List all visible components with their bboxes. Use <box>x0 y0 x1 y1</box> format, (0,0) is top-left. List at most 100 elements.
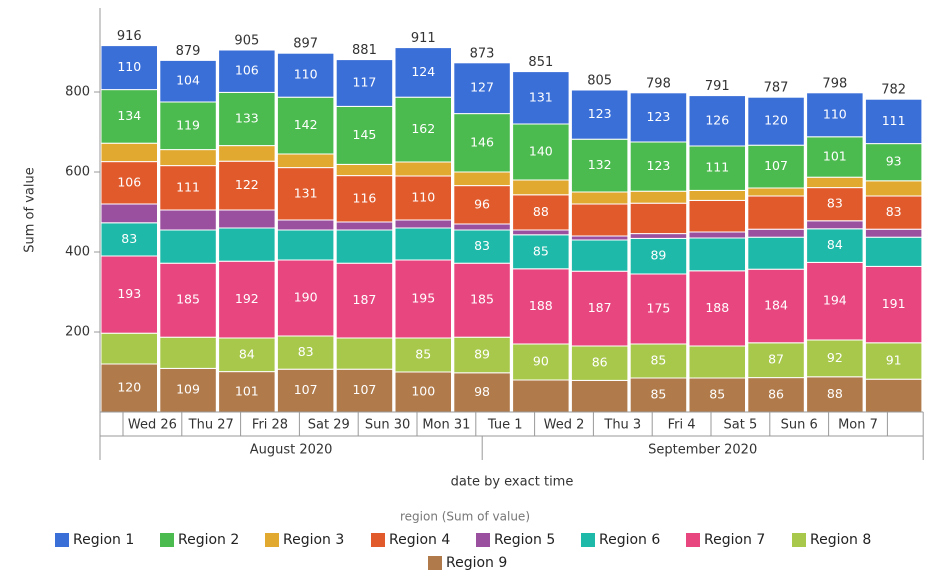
bar-segment <box>570 191 629 205</box>
total-label: 911 <box>411 31 436 46</box>
data-label: 93 <box>886 154 902 169</box>
total-label: 787 <box>764 81 789 96</box>
legend-label: Region 7 <box>704 532 765 548</box>
bar-segment <box>276 368 335 413</box>
bar-segment <box>688 345 746 379</box>
bar-segment <box>335 337 394 370</box>
data-label: 91 <box>886 353 902 368</box>
bar-segment <box>747 96 805 146</box>
legend-swatch <box>428 556 442 570</box>
data-label: 185 <box>470 292 494 307</box>
data-label: 98 <box>474 384 490 399</box>
bar-segment <box>335 221 394 231</box>
data-label: 85 <box>533 243 549 258</box>
bar-segment <box>218 91 276 147</box>
x-tick-label: Wed 26 <box>128 418 177 433</box>
data-label: 193 <box>117 286 141 301</box>
data-label: 117 <box>353 75 377 90</box>
data-label: 111 <box>176 179 200 194</box>
bar-segment <box>688 199 746 233</box>
total-label: 916 <box>117 29 142 44</box>
data-label: 110 <box>411 190 435 205</box>
legend-swatch <box>371 533 385 547</box>
data-label: 101 <box>823 149 847 164</box>
bar-segment <box>864 180 923 197</box>
data-label: 83 <box>827 196 843 211</box>
bar-segment <box>276 335 335 370</box>
bar-segment <box>747 228 805 238</box>
bar-segment <box>806 339 864 378</box>
data-label: 90 <box>533 354 549 369</box>
bar-segment <box>453 62 511 115</box>
bar-segment <box>806 92 864 138</box>
bar-segment <box>453 262 511 338</box>
total-label: 897 <box>293 37 318 52</box>
bar-segment <box>276 167 335 221</box>
data-label: 106 <box>235 63 259 78</box>
bar-segment <box>100 203 158 224</box>
data-label: 131 <box>529 89 553 104</box>
data-label: 83 <box>121 231 137 246</box>
data-label: 92 <box>827 350 843 365</box>
data-label: 122 <box>235 177 259 192</box>
x-tick-label: Wed 2 <box>544 418 585 433</box>
bar-segment <box>276 219 335 231</box>
bar-segment <box>218 49 276 93</box>
bar-segment <box>159 262 217 338</box>
data-label: 120 <box>117 380 141 395</box>
bar-segment <box>864 378 923 413</box>
legend-label: Region 6 <box>599 532 660 548</box>
total-label: 798 <box>646 76 671 91</box>
data-label: 140 <box>529 144 553 159</box>
bar-segment <box>100 142 158 163</box>
bar-segment <box>218 371 276 413</box>
bar-segment <box>218 160 276 211</box>
data-label: 131 <box>294 185 318 200</box>
bar-segment <box>335 105 394 165</box>
bar-segment <box>100 89 158 144</box>
data-label: 120 <box>764 113 788 128</box>
x-tick-label: Mon 7 <box>838 418 878 433</box>
data-label: 133 <box>235 111 259 126</box>
bar-segment <box>276 153 335 169</box>
data-label: 111 <box>882 113 906 128</box>
data-label: 88 <box>827 386 843 401</box>
bar-segment <box>629 141 688 192</box>
bar-segment <box>688 237 746 272</box>
data-label: 84 <box>239 346 255 361</box>
bar-segment <box>570 203 629 237</box>
bar-segment <box>218 227 276 262</box>
legend-label: Region 8 <box>810 532 871 548</box>
bar-segment <box>570 379 629 413</box>
bar-segment <box>100 332 158 365</box>
total-label: 791 <box>705 79 730 94</box>
x-tick-label: Thu 3 <box>603 418 641 433</box>
bar-segment <box>276 96 335 155</box>
bar-segment <box>218 337 276 373</box>
bar-segment <box>453 185 511 225</box>
legend-title: region (Sum of value) <box>400 510 530 524</box>
data-label: 107 <box>294 382 318 397</box>
bar-segment <box>806 376 864 413</box>
bar-segment <box>159 165 217 211</box>
bar-segment <box>688 270 746 347</box>
data-label: 83 <box>298 344 314 359</box>
bar-segment <box>629 377 688 413</box>
bar-segment <box>100 161 158 205</box>
total-label: 851 <box>528 55 553 70</box>
data-label: 110 <box>294 67 318 82</box>
bar-segment <box>570 89 629 140</box>
bar-segment <box>453 229 511 264</box>
bar-segment <box>864 265 923 344</box>
bar-segment <box>629 237 688 275</box>
bar-segment <box>159 336 217 369</box>
bar-segment <box>276 259 335 337</box>
data-label: 116 <box>353 190 377 205</box>
bar-segment <box>335 175 394 223</box>
bar-segment <box>629 92 688 143</box>
x-tick-label: Mon 31 <box>422 418 470 433</box>
data-label: 104 <box>176 73 200 88</box>
data-label: 192 <box>235 291 259 306</box>
data-label: 96 <box>474 196 490 211</box>
bar-segment <box>394 227 452 261</box>
